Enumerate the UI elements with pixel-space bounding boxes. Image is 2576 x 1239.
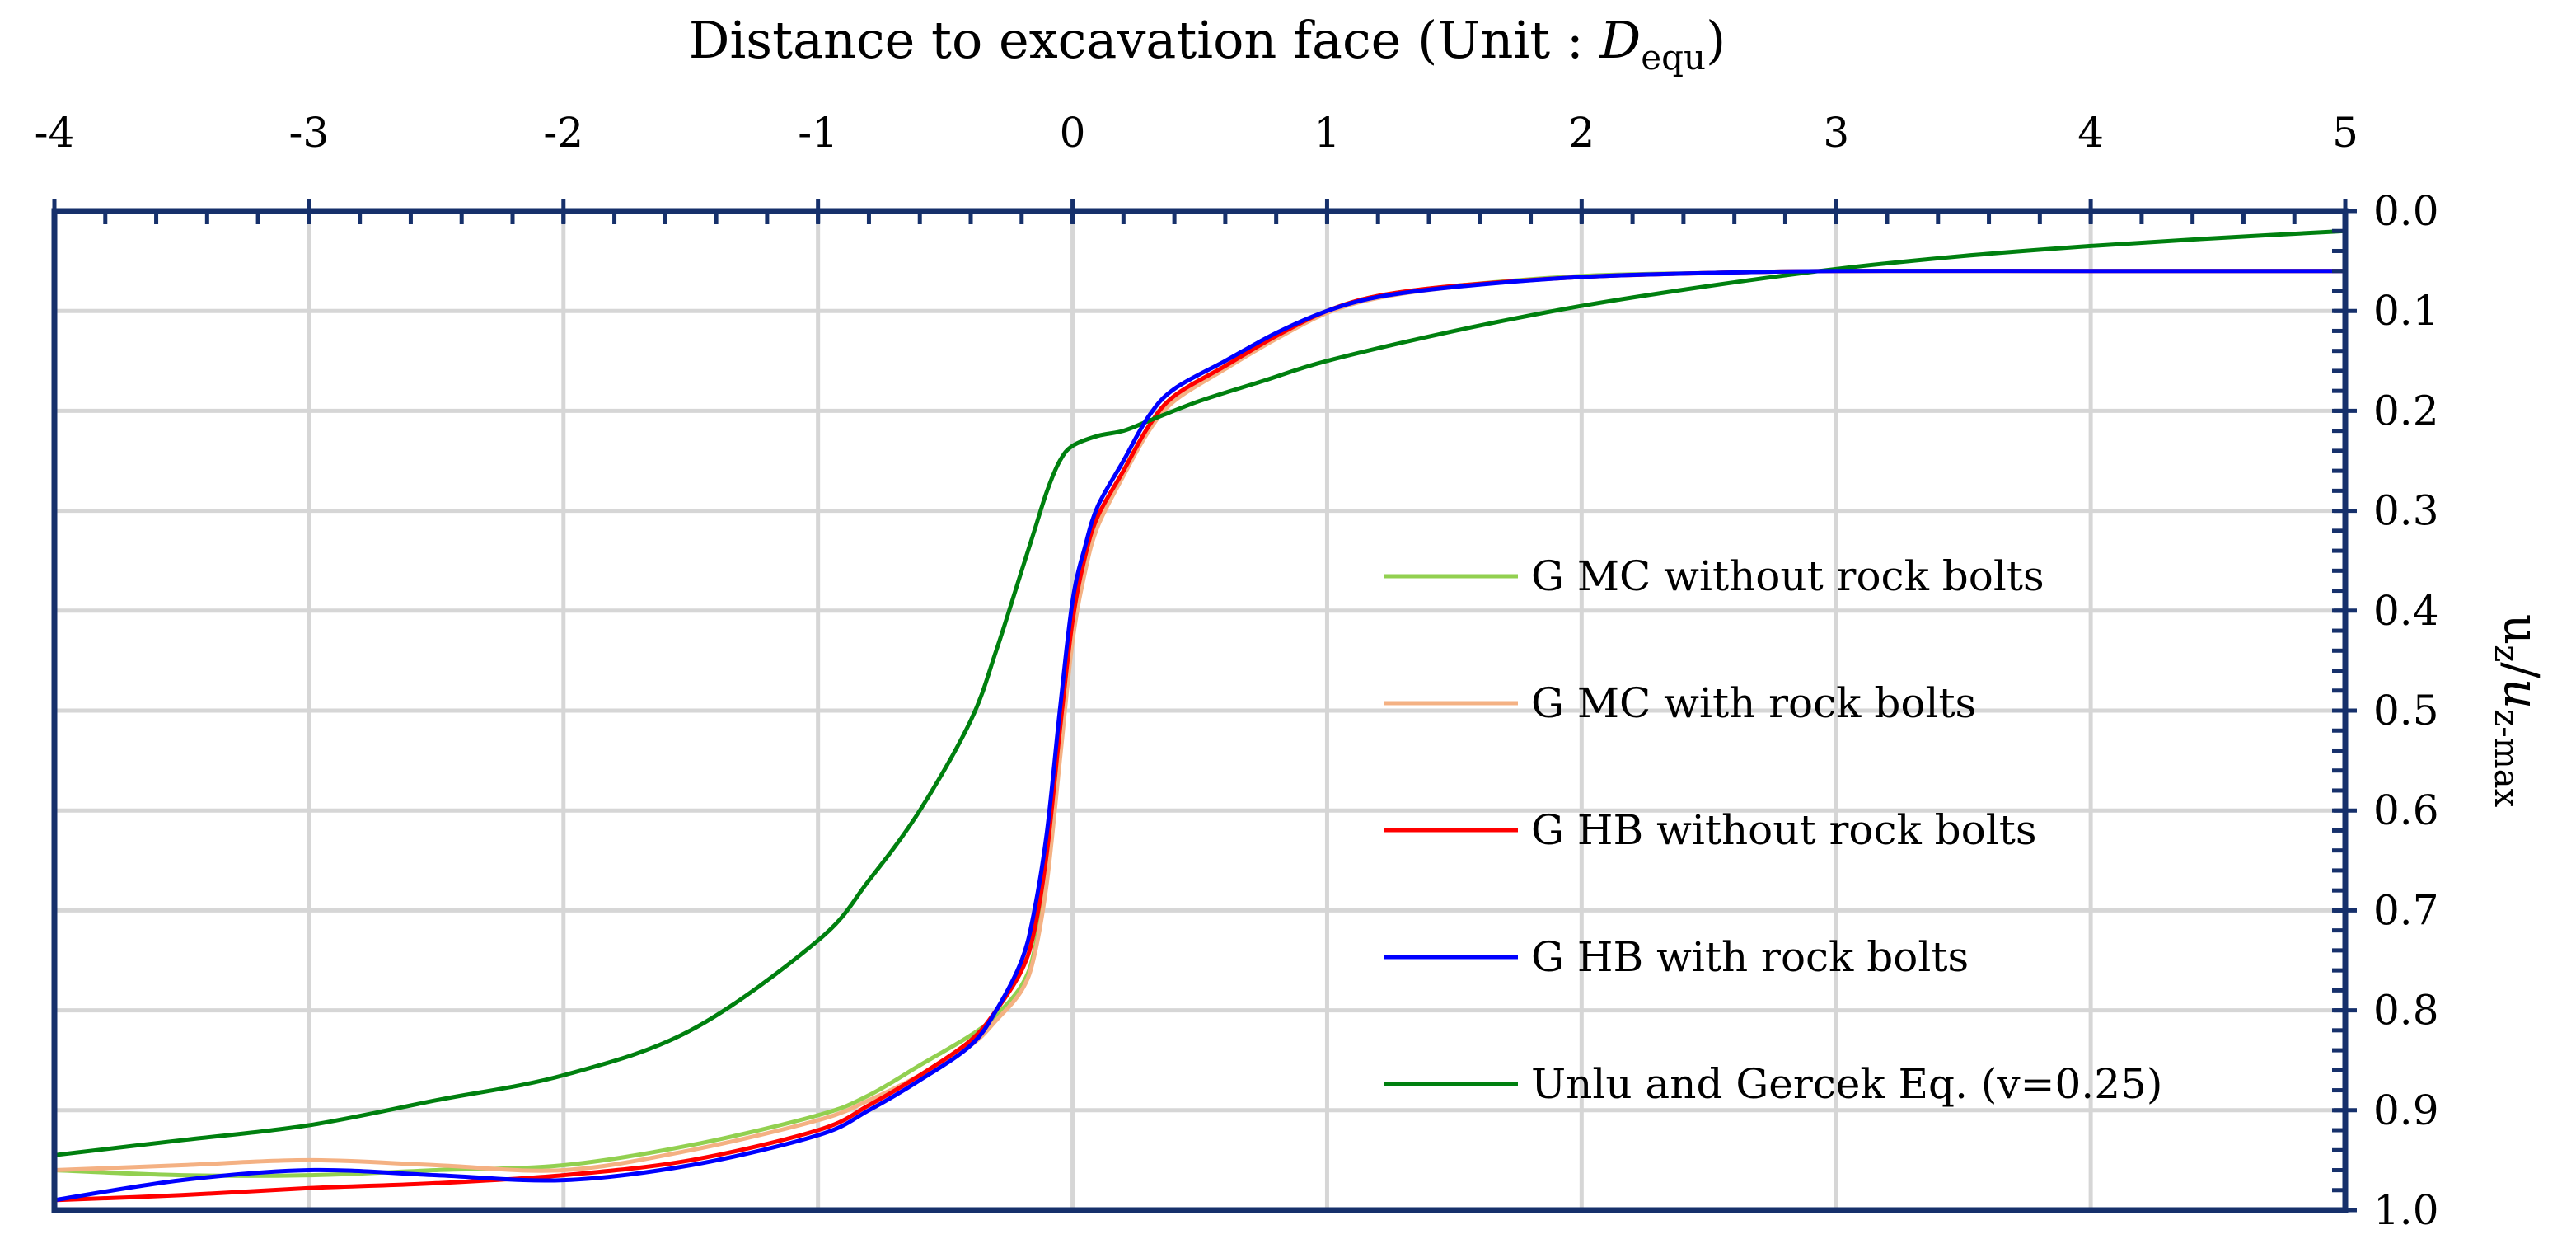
legend-label-4: G HB with rock bolts — [1531, 933, 1969, 981]
series-line-2 — [52, 269, 2348, 1173]
x-axis-title: Distance to excavation face (Unit : Dequ… — [689, 10, 1726, 77]
legend-label-5: Unlu and Gercek Eq. (v=0.25) — [1531, 1060, 2162, 1108]
y-tick-label: 0.8 — [2373, 987, 2439, 1035]
y-tick-label: 0.5 — [2373, 687, 2439, 734]
y-axis-title: uz/uz-max — [2487, 614, 2550, 808]
legend-label-1: G MC without rock bolts — [1531, 552, 2044, 600]
x-tick-label: 1 — [1314, 109, 1341, 157]
y-tick-label: 0.9 — [2373, 1086, 2439, 1134]
series-line-1 — [52, 269, 2348, 1178]
data-series — [52, 228, 2348, 1203]
y-axis-tick-labels: 0.0 0.1 0.2 0.3 0.4 0.5 0.6 0.7 0.8 0.9 1.0 — [2373, 187, 2439, 1234]
x-tick-label: 2 — [1568, 109, 1595, 157]
axis-ticks — [52, 199, 2357, 1213]
y-tick-label: 0.0 — [2373, 187, 2439, 235]
x-tick-label: 4 — [2077, 109, 2104, 157]
legend-label-3: G HB without rock bolts — [1531, 806, 2037, 854]
y-tick-label: 0.7 — [2373, 886, 2439, 934]
legend: G MC without rock bolts G MC with rock bo… — [1384, 552, 2162, 1108]
x-tick-label: 3 — [1823, 109, 1849, 157]
y-tick-label: 1.0 — [2373, 1186, 2439, 1234]
x-tick-label: 5 — [2332, 109, 2358, 157]
series-line-5 — [52, 228, 2348, 1157]
y-tick-label: 0.4 — [2373, 587, 2439, 635]
y-tick-label: 0.1 — [2373, 287, 2439, 335]
y-tick-label: 0.6 — [2373, 786, 2439, 834]
x-tick-label: -2 — [543, 109, 583, 157]
legend-label-2: G MC with rock bolts — [1531, 679, 1976, 727]
x-axis-tick-labels: -4 -3 -2 -1 0 1 2 3 4 5 — [35, 109, 2358, 157]
x-tick-label: -4 — [35, 109, 75, 157]
x-tick-label: -3 — [289, 109, 330, 157]
x-tick-label: -1 — [798, 109, 838, 157]
y-tick-label: 0.3 — [2373, 487, 2439, 535]
series-line-4 — [52, 269, 2348, 1203]
y-tick-label: 0.2 — [2373, 387, 2439, 434]
x-tick-label: 0 — [1060, 109, 1086, 157]
